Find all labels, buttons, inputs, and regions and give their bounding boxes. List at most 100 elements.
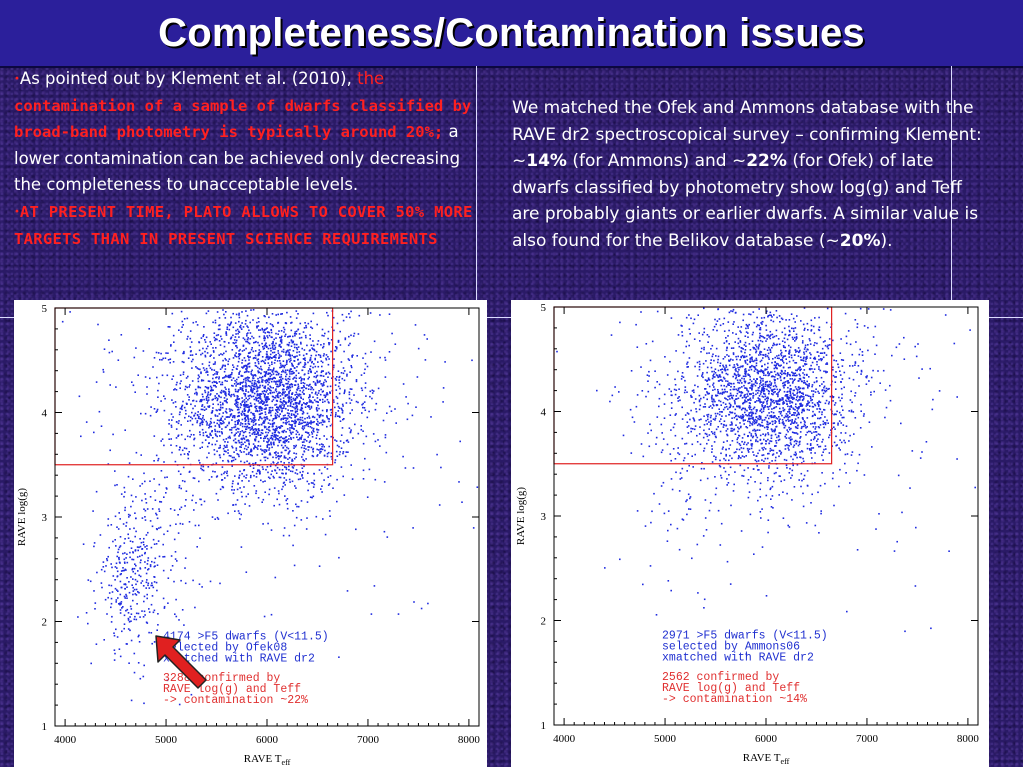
data-point: [221, 428, 223, 430]
data-point: [238, 439, 240, 442]
data-point: [747, 449, 749, 452]
data-point: [114, 587, 117, 590]
data-point: [348, 359, 351, 361]
data-point: [165, 492, 167, 494]
data-point: [116, 589, 118, 591]
data-point: [203, 326, 205, 328]
data-point: [769, 337, 772, 340]
data-point: [373, 340, 376, 343]
data-point: [123, 623, 126, 625]
data-point: [291, 460, 293, 462]
data-point: [172, 334, 175, 337]
data-point: [339, 387, 341, 390]
data-point: [766, 414, 769, 417]
data-point: [164, 397, 166, 400]
data-point: [275, 314, 277, 316]
data-point: [721, 415, 723, 417]
data-point: [263, 386, 265, 389]
data-point: [298, 337, 301, 339]
data-point: [746, 389, 748, 391]
data-point: [191, 411, 193, 414]
data-point: [323, 479, 325, 481]
data-point: [207, 345, 209, 348]
data-point: [183, 624, 185, 626]
data-point: [249, 429, 252, 431]
data-point: [271, 406, 274, 409]
data-point: [796, 315, 798, 317]
data-point: [189, 419, 192, 422]
data-point: [321, 491, 323, 493]
data-point: [327, 376, 329, 378]
data-point: [245, 400, 248, 403]
data-point: [211, 399, 214, 401]
data-point: [248, 342, 251, 345]
data-point: [238, 350, 240, 352]
data-point: [273, 355, 276, 357]
data-point: [744, 387, 746, 389]
data-point: [766, 399, 769, 402]
data-point: [209, 355, 211, 357]
data-point: [789, 402, 791, 404]
data-point: [268, 412, 270, 414]
data-point: [268, 372, 270, 374]
data-point: [224, 471, 226, 473]
data-point: [279, 366, 281, 369]
data-point: [326, 398, 329, 401]
data-point: [791, 422, 793, 424]
data-point: [295, 503, 297, 506]
data-point: [169, 358, 172, 360]
data-point: [189, 350, 192, 353]
data-point: [273, 376, 275, 379]
data-point: [301, 378, 303, 380]
data-point: [744, 411, 746, 414]
data-point: [138, 634, 140, 637]
data-point: [238, 455, 240, 458]
data-point: [218, 425, 221, 427]
data-point: [364, 352, 367, 355]
data-point: [300, 382, 302, 384]
data-point: [228, 342, 230, 344]
data-point: [787, 398, 790, 401]
data-point: [274, 469, 276, 471]
data-point: [686, 361, 689, 364]
data-point: [237, 382, 240, 385]
data-point: [221, 353, 224, 356]
data-point: [218, 340, 221, 342]
data-point: [210, 476, 213, 478]
data-point: [280, 444, 283, 447]
data-point: [674, 393, 677, 396]
data-point: [152, 586, 155, 589]
data-point: [792, 396, 794, 399]
data-point: [119, 612, 122, 614]
data-point: [817, 417, 819, 420]
data-point: [289, 354, 291, 356]
data-point: [225, 412, 228, 414]
data-point: [711, 344, 714, 347]
data-point: [238, 411, 241, 414]
data-point: [436, 453, 438, 456]
data-point: [240, 387, 242, 389]
data-point: [284, 394, 287, 397]
data-point: [726, 380, 729, 383]
data-point: [262, 392, 265, 395]
data-point: [293, 422, 296, 425]
data-point: [278, 372, 280, 375]
data-point: [279, 384, 282, 387]
data-point: [289, 360, 291, 363]
data-point: [765, 397, 768, 399]
data-point: [303, 425, 306, 427]
data-point: [802, 372, 804, 374]
data-point: [249, 332, 252, 334]
data-point: [720, 384, 723, 387]
data-point: [144, 552, 146, 555]
data-point: [114, 566, 117, 568]
data-point: [115, 386, 117, 388]
data-point: [324, 379, 326, 381]
data-point: [204, 386, 207, 388]
data-point: [739, 426, 742, 429]
data-point: [808, 395, 810, 397]
data-point: [384, 434, 387, 436]
data-point: [740, 391, 743, 393]
data-point: [241, 397, 243, 399]
data-point: [241, 423, 244, 425]
